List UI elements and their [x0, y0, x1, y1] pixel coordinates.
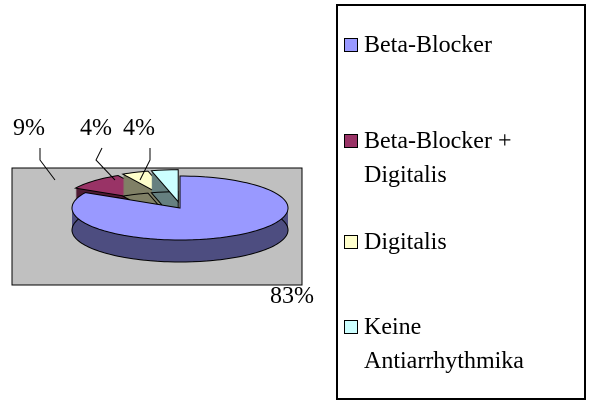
slice-side-outline [121, 192, 176, 225]
leader-line [139, 148, 151, 181]
legend-swatch [344, 134, 358, 148]
data-label: 4% [123, 115, 155, 141]
legend-item: Digitalis [344, 225, 582, 259]
legend-swatch [344, 38, 358, 52]
leader-line [39, 148, 56, 181]
legend: Beta-Blocker Beta-Blocker + Digitalis Digi… [336, 4, 586, 400]
legend-swatch [344, 320, 358, 334]
leader-line [95, 147, 116, 181]
legend-swatch [344, 235, 358, 249]
data-label: 83% [270, 283, 314, 309]
legend-item: Keine Antiarrhythmika [344, 310, 582, 378]
legend-item: Beta-Blocker + Digitalis [344, 124, 582, 192]
legend-label: Keine Antiarrhythmika [364, 314, 524, 374]
legend-label: Beta-Blocker + Digitalis [364, 128, 512, 188]
slice [150, 169, 179, 204]
legend-label: Digitalis [364, 229, 447, 255]
data-label: 4% [80, 115, 112, 141]
legend-item: Beta-Blocker [344, 28, 582, 62]
legend-label: Beta-Blocker [364, 32, 492, 58]
slice [71, 175, 289, 241]
data-label: 9% [13, 115, 45, 141]
